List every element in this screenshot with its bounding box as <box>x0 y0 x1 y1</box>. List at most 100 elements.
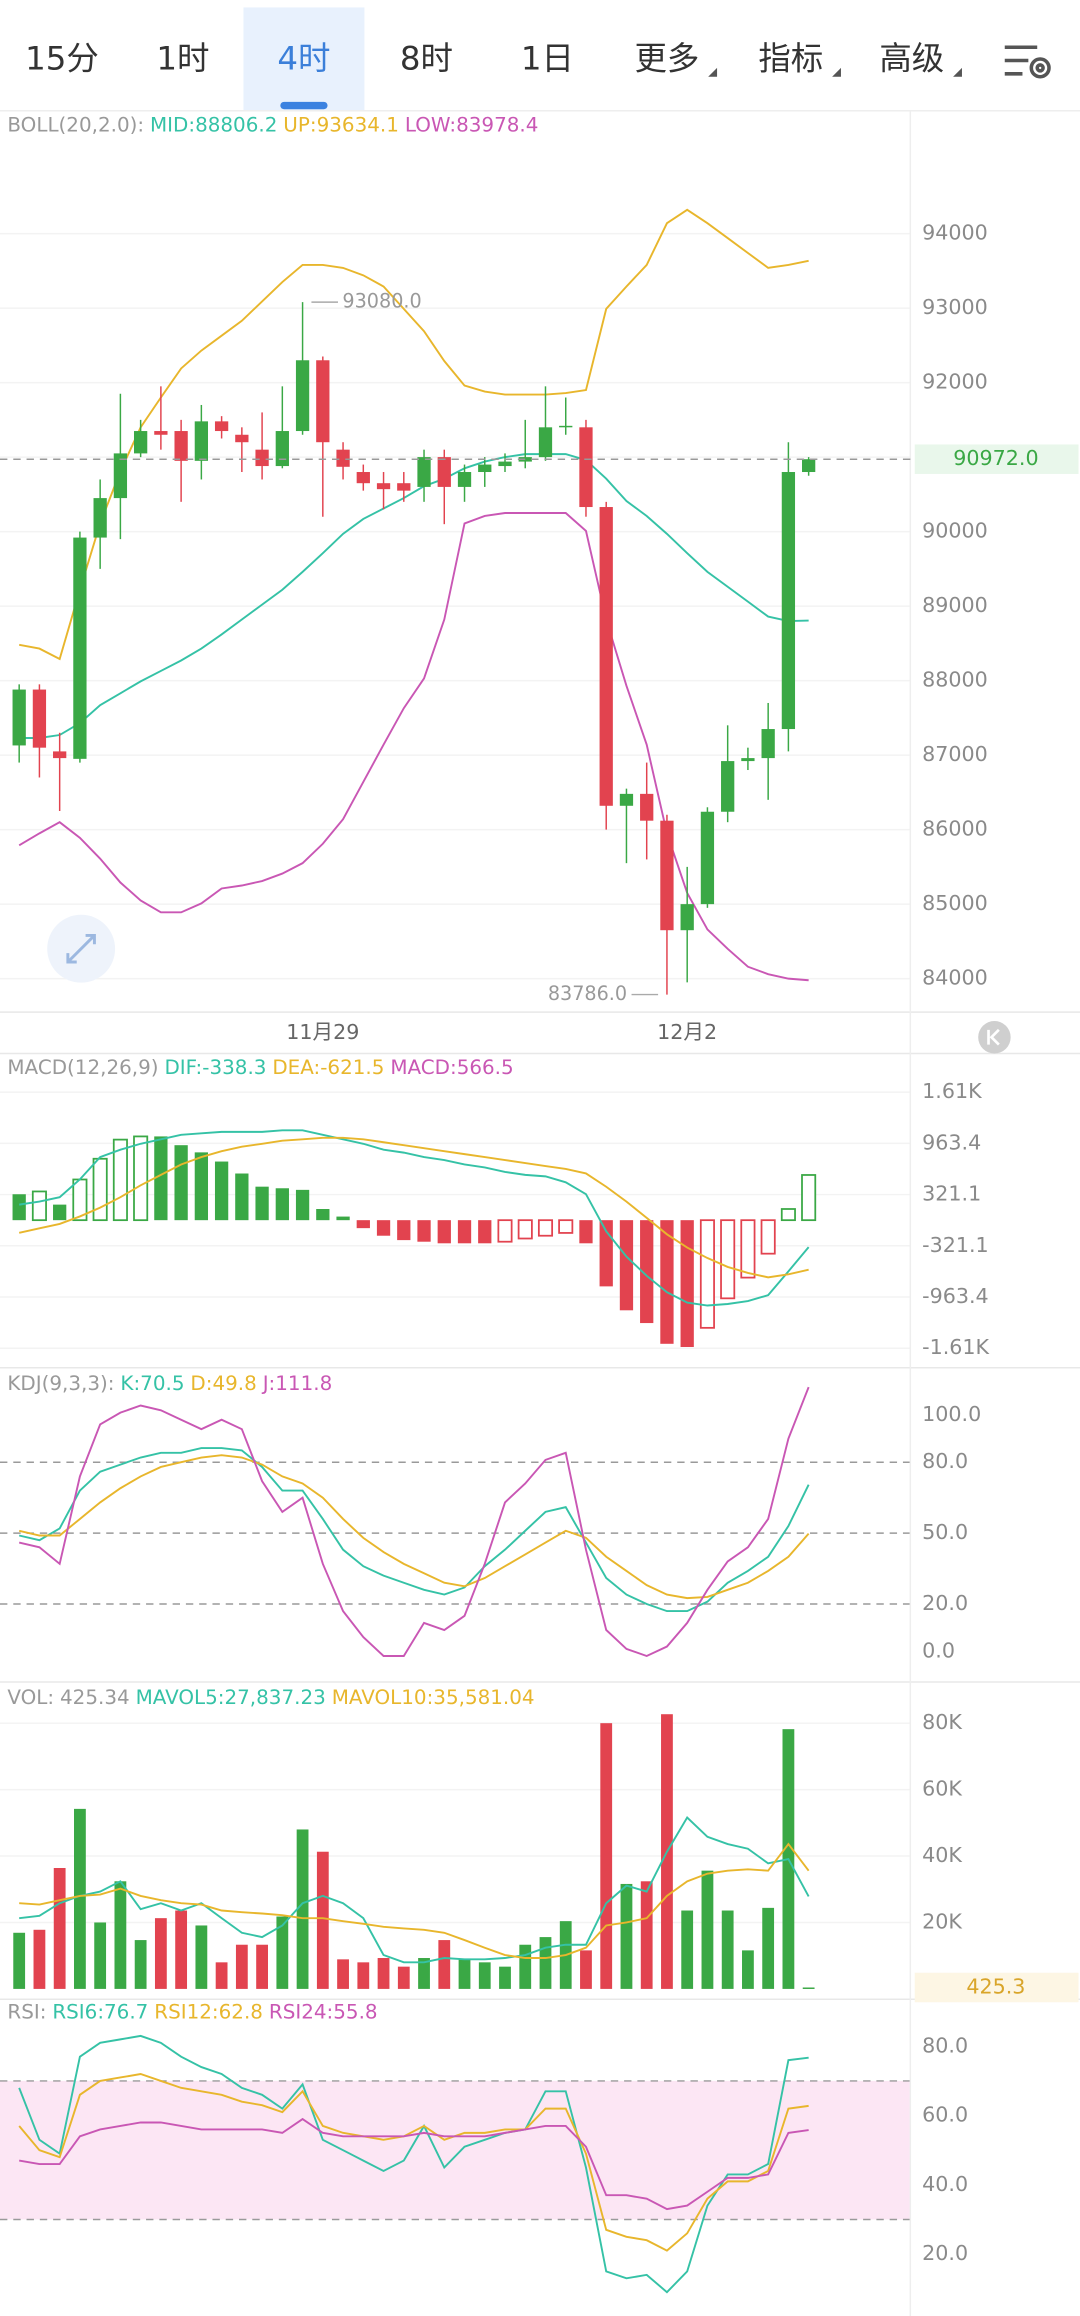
panel-title: MACD(12,26,9) <box>7 1056 158 1079</box>
y-tick-label: 40.0 <box>922 2172 968 2196</box>
y-tick-label: 80.0 <box>922 2033 968 2057</box>
panel-header: RSI: RSI6:76.7 RSI12:62.8 RSI24:55.8 <box>7 2000 377 2023</box>
band <box>0 2080 911 2220</box>
candle-body <box>660 820 674 931</box>
candle-body <box>356 472 370 484</box>
macd-bar <box>517 1219 533 1240</box>
y-tick-label: 89000 <box>922 593 988 617</box>
settings-icon[interactable] <box>1004 45 1051 79</box>
y-tick-label: 20.0 <box>922 1591 968 1615</box>
panel-header: VOL: 425.34 MAVOL5:27,837.23 MAVOL10:35,581… <box>7 1686 534 1709</box>
macd-bar <box>680 1220 694 1347</box>
last-value-box <box>914 444 1079 474</box>
tab[interactable]: 高级 <box>879 40 944 78</box>
tab[interactable]: 1日 <box>521 40 574 78</box>
macd-bar <box>235 1173 249 1221</box>
x-tick-label: 11月29 <box>286 1020 359 1044</box>
tab[interactable]: 1时 <box>156 40 209 78</box>
macd-bar <box>295 1189 310 1221</box>
legend-entry: LOW:83978.4 <box>405 113 539 136</box>
candle-body <box>437 457 451 487</box>
volume-bar <box>276 1916 289 1989</box>
series-line <box>19 2117 809 2211</box>
candle-body <box>275 431 289 467</box>
legend-entry: DIF:-338.3 <box>164 1056 266 1079</box>
expand-button[interactable] <box>47 914 116 983</box>
volume-bar <box>94 1922 107 1989</box>
macd-bar <box>397 1220 411 1241</box>
icon-gear <box>1029 57 1051 79</box>
macd-bar <box>194 1152 209 1221</box>
volume-bar <box>357 1962 370 1989</box>
icon-gear-hole <box>1035 63 1045 73</box>
volume-bar <box>742 1950 754 1989</box>
volume-bar <box>235 1944 248 1989</box>
macd-bar <box>417 1220 431 1242</box>
volume-bar <box>499 1966 511 1989</box>
y-tick-label: 84000 <box>922 966 988 990</box>
y-tick-label: 88000 <box>922 668 988 692</box>
volume-bar <box>377 1958 390 1989</box>
x-tick-label: 12月2 <box>657 1020 717 1044</box>
y-tick-label: -963.4 <box>922 1284 989 1308</box>
candle-body <box>579 427 593 508</box>
legend-entry: D:49.8 <box>190 1371 256 1394</box>
macd-bar <box>740 1219 756 1279</box>
series-line <box>18 1454 810 1600</box>
candle-body <box>599 507 613 806</box>
macd-bar <box>174 1145 188 1221</box>
y-tick-label: 50.0 <box>922 1520 968 1544</box>
candle-body <box>700 811 715 905</box>
volume-bar <box>802 1987 815 1989</box>
series-line <box>19 1815 810 1964</box>
legend-entry: UP:93634.1 <box>283 113 399 136</box>
candle-body <box>457 472 472 487</box>
tab[interactable]: 15分 <box>25 40 99 78</box>
band-layer <box>0 7 911 2220</box>
y-tick-label: 86000 <box>922 817 988 841</box>
tab[interactable]: 8时 <box>400 40 453 78</box>
y-tick-label: 87000 <box>922 742 988 766</box>
macd-bar <box>640 1220 654 1324</box>
macd-bar <box>619 1220 634 1311</box>
volume-bar <box>620 1883 633 1989</box>
tab-indicator <box>280 101 328 110</box>
legend-entry: MID:88806.2 <box>150 113 277 136</box>
y-tick-label: 0.0 <box>922 1638 955 1662</box>
candle-body <box>316 360 330 443</box>
y-tick-label: 85000 <box>922 891 988 915</box>
dropdown-triangle <box>953 67 962 77</box>
candle-body <box>761 729 775 759</box>
volume-bar <box>539 1937 552 1989</box>
macd-bar <box>478 1220 492 1244</box>
tab[interactable]: 更多 <box>634 40 699 78</box>
scroll-latest-button[interactable] <box>978 1021 1011 1054</box>
panel-header: MACD(12,26,9) DIF:-338.3 DEA:-621.5 MACD:56… <box>7 1056 513 1079</box>
candle-body <box>214 421 229 432</box>
macd-bar <box>214 1161 229 1221</box>
legend-entry: K:70.5 <box>120 1371 184 1394</box>
volume-bar <box>316 1851 329 1989</box>
volume-bar <box>215 1962 228 1989</box>
annotation-label: 83786.0 <box>548 982 627 1005</box>
macd-bar <box>537 1219 554 1237</box>
macd-bar <box>720 1219 736 1300</box>
line-layer <box>12 302 816 2294</box>
y-tick-label: 94000 <box>922 221 988 245</box>
tab[interactable]: 4时 <box>277 40 330 78</box>
volume-bar <box>458 1959 471 1989</box>
series-line <box>19 453 809 739</box>
panel-title: BOLL(20,2.0): <box>7 113 144 136</box>
candle-body <box>802 459 816 473</box>
macd-bar <box>12 1194 26 1221</box>
y-tick-label: -1.61K <box>922 1335 989 1359</box>
macd-bar <box>579 1220 593 1244</box>
macd-bar <box>53 1204 67 1221</box>
y-tick-label: 92000 <box>922 370 988 394</box>
y-tick-label: 90000 <box>922 519 988 543</box>
y-tick-label: 100.0 <box>922 1402 981 1426</box>
series-line <box>18 512 809 982</box>
tab[interactable]: 指标 <box>758 40 823 78</box>
candle-body <box>538 427 553 458</box>
